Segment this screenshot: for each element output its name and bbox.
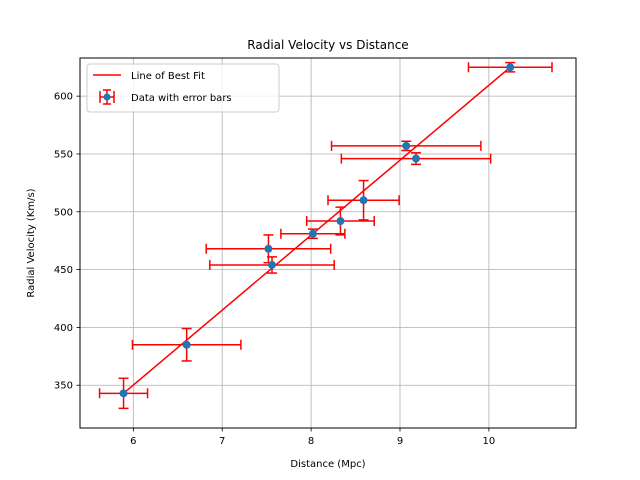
- x-tick-label: 7: [219, 436, 225, 447]
- y-axis-title: Radial Velocity (Km/s): [26, 188, 37, 297]
- grid-lines: [80, 58, 576, 428]
- data-point: [264, 244, 273, 253]
- y-tick-label: 350: [54, 381, 73, 392]
- data-point: [119, 389, 128, 398]
- y-tick-label: 600: [54, 92, 73, 103]
- best-fit-line-layer: [123, 66, 511, 394]
- data-point: [412, 154, 420, 163]
- data-point: [336, 217, 345, 226]
- x-tick-label: 10: [483, 436, 496, 447]
- data-points-layer: [119, 63, 515, 398]
- y-tick-label: 550: [54, 149, 73, 160]
- x-tick-label: 6: [130, 436, 136, 447]
- x-tick-label: 9: [397, 436, 403, 447]
- data-point: [359, 196, 368, 205]
- data-point: [308, 229, 317, 238]
- chart-title: Radial Velocity vs Distance: [247, 38, 408, 52]
- axes-frame: [79, 57, 577, 429]
- data-point: [182, 340, 191, 349]
- best-fit-line: [123, 66, 511, 394]
- data-point: [506, 63, 515, 72]
- axis-ticks: 6 7 8 9 10 350 400 450 500 550 600: [54, 92, 495, 447]
- x-axis-title: Distance (Mpc): [290, 459, 365, 470]
- data-point: [268, 260, 276, 269]
- legend-label-data: Data with error bars: [131, 93, 232, 104]
- y-tick-label: 500: [54, 207, 73, 218]
- legend-label-best-fit: Line of Best Fit: [131, 71, 205, 82]
- legend-errorbar-swatch: [99, 89, 115, 105]
- y-tick-label: 450: [54, 265, 73, 276]
- y-tick-label: 400: [54, 323, 73, 334]
- legend-point-marker: [103, 93, 111, 101]
- x-tick-label: 8: [308, 436, 314, 447]
- legend-box: [86, 63, 280, 113]
- legend: Line of Best Fit Data with error bars: [86, 63, 280, 113]
- data-point: [402, 141, 411, 150]
